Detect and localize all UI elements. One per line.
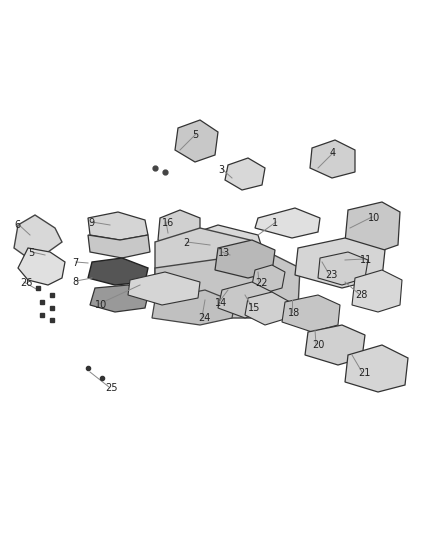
Text: 13: 13 — [218, 248, 230, 258]
Text: 10: 10 — [95, 300, 107, 310]
Polygon shape — [218, 282, 272, 318]
Text: 15: 15 — [248, 303, 260, 313]
Text: 24: 24 — [198, 313, 210, 323]
Text: 5: 5 — [192, 130, 198, 140]
Polygon shape — [14, 215, 62, 258]
Polygon shape — [282, 295, 340, 332]
Polygon shape — [225, 158, 265, 190]
Polygon shape — [215, 240, 275, 278]
Polygon shape — [18, 248, 65, 285]
Text: 2: 2 — [183, 238, 189, 248]
Polygon shape — [310, 140, 355, 178]
Text: 28: 28 — [355, 290, 367, 300]
Polygon shape — [155, 252, 300, 318]
Polygon shape — [245, 292, 290, 325]
Text: 6: 6 — [14, 220, 20, 230]
Text: 14: 14 — [215, 298, 227, 308]
Polygon shape — [88, 235, 150, 258]
Polygon shape — [188, 225, 265, 268]
Polygon shape — [88, 212, 148, 240]
Polygon shape — [175, 120, 218, 162]
Polygon shape — [128, 272, 200, 305]
Polygon shape — [345, 202, 400, 252]
Text: 16: 16 — [162, 218, 174, 228]
Polygon shape — [352, 270, 402, 312]
Text: 26: 26 — [20, 278, 32, 288]
Polygon shape — [90, 285, 148, 312]
Polygon shape — [88, 258, 148, 285]
Polygon shape — [152, 290, 235, 325]
Text: 9: 9 — [88, 218, 94, 228]
Text: 3: 3 — [218, 165, 224, 175]
Polygon shape — [252, 265, 285, 292]
Text: 21: 21 — [358, 368, 371, 378]
Polygon shape — [155, 228, 268, 285]
Text: 5: 5 — [28, 248, 34, 258]
Text: 8: 8 — [72, 277, 78, 287]
Text: 22: 22 — [255, 278, 268, 288]
Polygon shape — [345, 345, 408, 392]
Text: 25: 25 — [105, 383, 117, 393]
Text: 11: 11 — [360, 255, 372, 265]
Polygon shape — [295, 238, 385, 288]
Text: 10: 10 — [368, 213, 380, 223]
Text: 23: 23 — [325, 270, 337, 280]
Polygon shape — [158, 210, 200, 248]
Text: 1: 1 — [272, 218, 278, 228]
Text: 20: 20 — [312, 340, 325, 350]
Text: 18: 18 — [288, 308, 300, 318]
Polygon shape — [305, 325, 365, 365]
Polygon shape — [318, 252, 368, 285]
Polygon shape — [255, 208, 320, 238]
Text: 4: 4 — [330, 148, 336, 158]
Text: 7: 7 — [72, 258, 78, 268]
